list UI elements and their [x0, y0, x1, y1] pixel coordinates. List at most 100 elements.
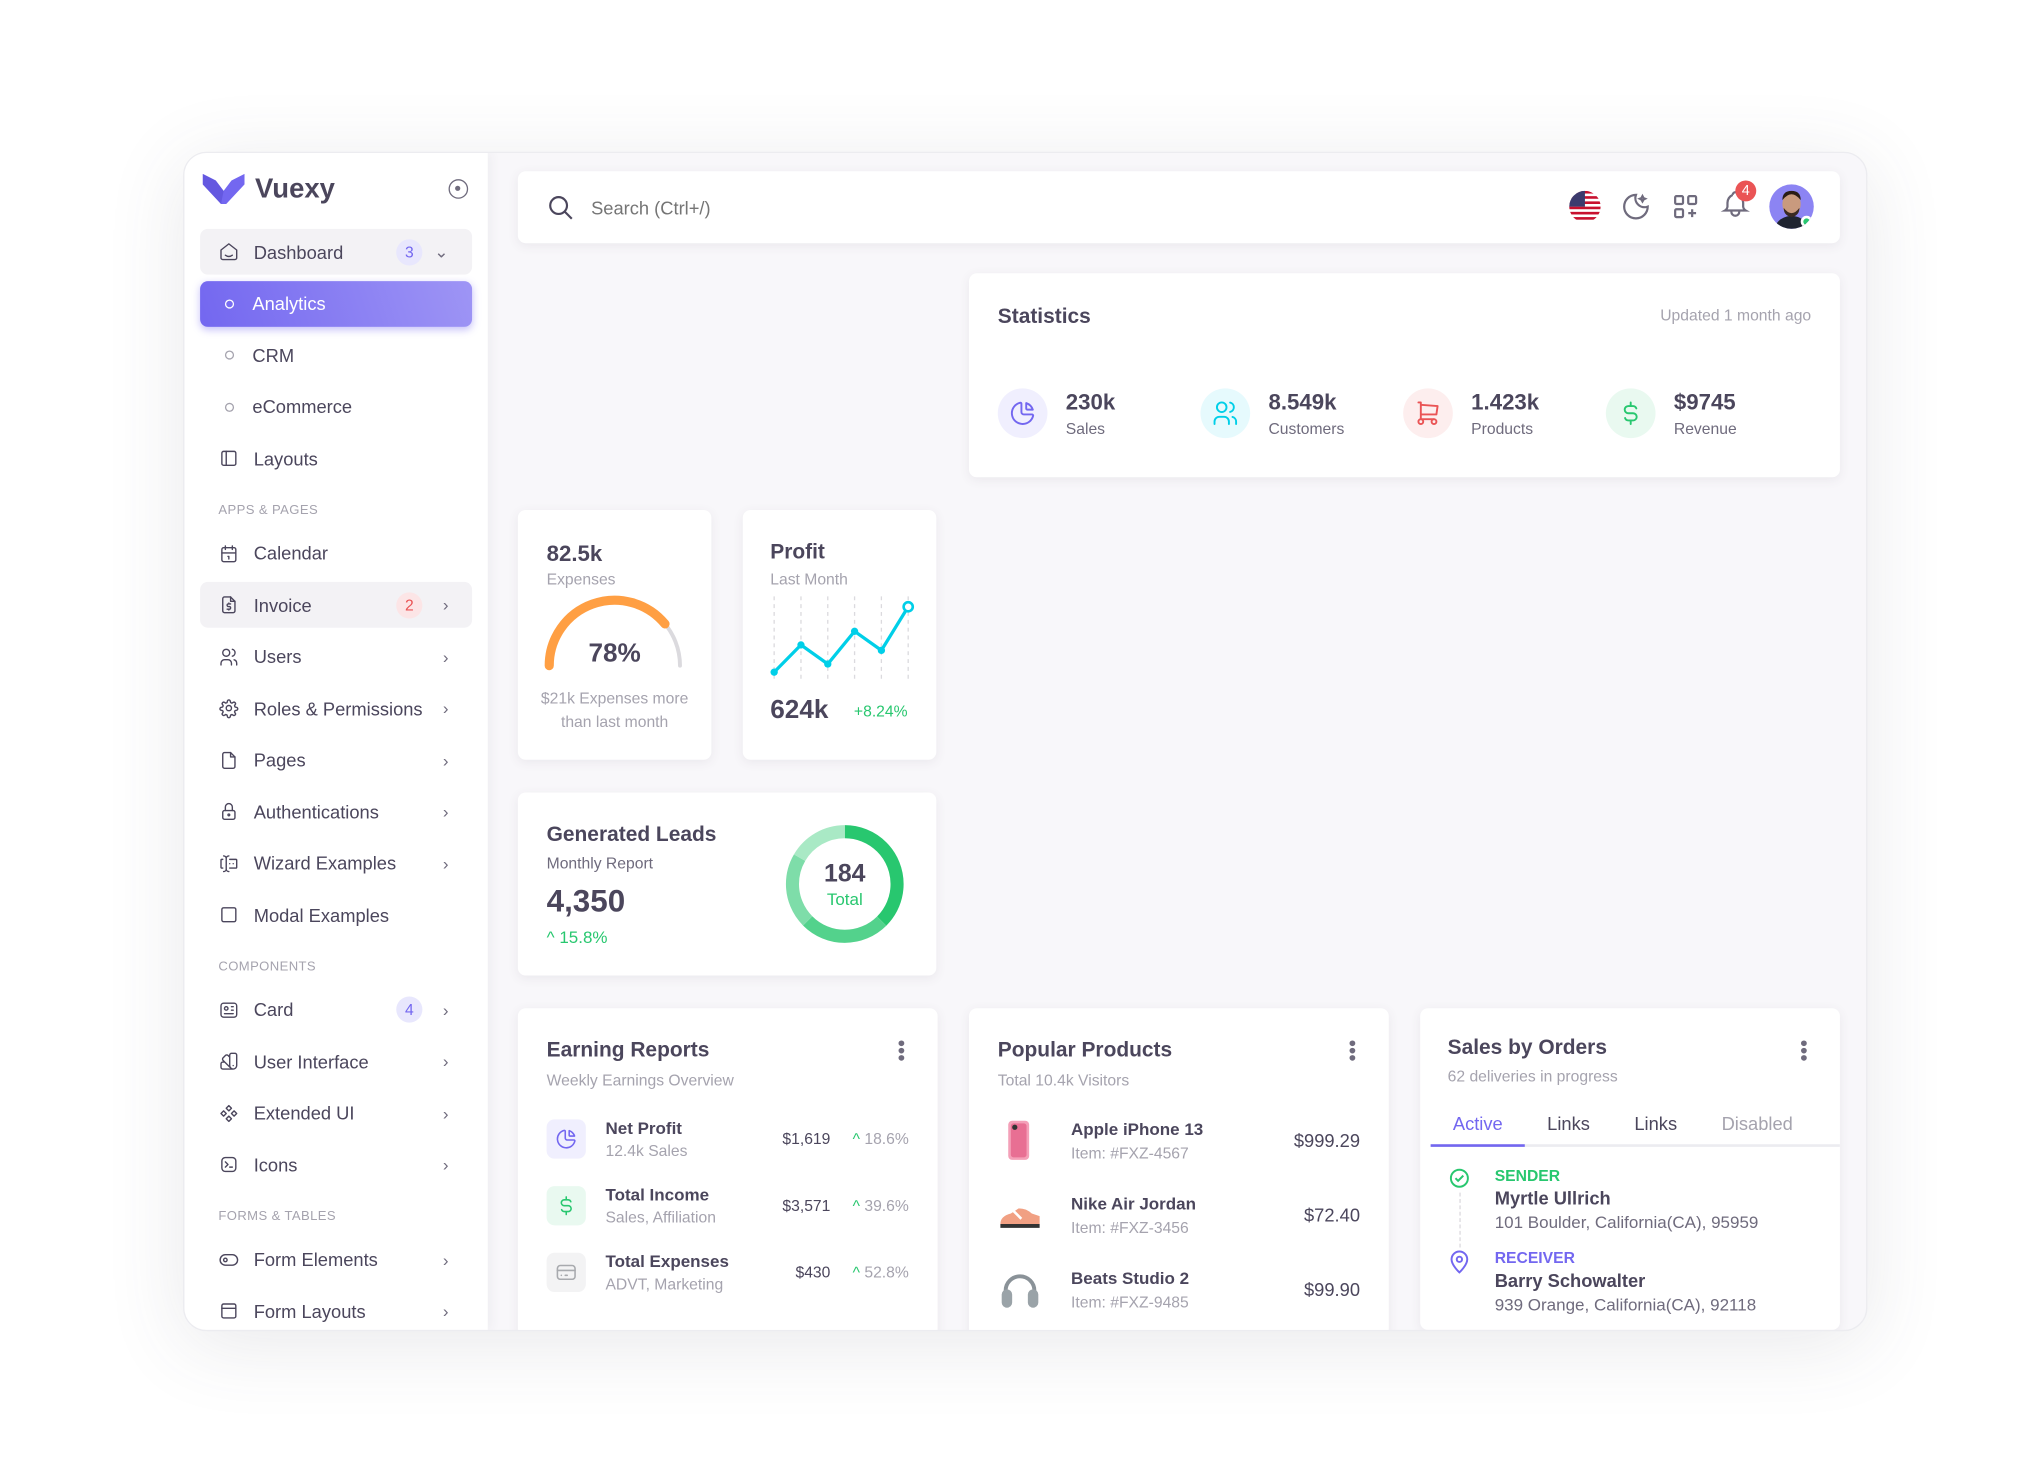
circle-check-icon [1449, 1168, 1469, 1188]
section-header: COMPONENTS [218, 959, 317, 974]
layout-sidebar-icon [221, 450, 237, 467]
sidebar-item-icons[interactable]: Icons › [200, 1142, 472, 1188]
sidebar-item-modal-examples[interactable]: Modal Examples [200, 892, 472, 938]
sidebar-item-label: Extended UI [253, 1102, 355, 1124]
donut-total-value: 184 [824, 860, 866, 888]
profit-sparkline [770, 596, 915, 683]
sidebar-item-form-elements[interactable]: Form Elements › [200, 1236, 472, 1282]
chevron-right-icon: › [442, 749, 449, 770]
product-row[interactable]: Nike Air Jordan Item: #FXZ-3456 $72.40 [998, 1193, 1360, 1237]
sidebar-item-label: Layouts [253, 447, 318, 469]
sidebar-item-analytics[interactable]: Analytics [200, 280, 473, 327]
sidebar-item-layouts[interactable]: Layouts [200, 435, 472, 481]
profit-title: Profit [770, 541, 825, 564]
section-header: FORMS & TABLES [218, 1208, 337, 1224]
sidebar-item-user-interface[interactable]: User Interface › [200, 1038, 472, 1084]
sidebar-item-ecommerce[interactable]: eCommerce [200, 384, 472, 430]
sidebar-item-dashboard[interactable]: Dashboard 3 ⌄ [200, 228, 473, 275]
sidebar-item-label: User Interface [253, 1050, 369, 1072]
product-item-code: Item: #FXZ-3456 [1071, 1218, 1189, 1237]
stat-value: 1.423k [1471, 389, 1540, 414]
stat-label: Sales [1065, 419, 1106, 438]
search-icon[interactable] [547, 193, 576, 222]
avatar[interactable] [1769, 184, 1814, 229]
sender-label: SENDER [1494, 1166, 1561, 1185]
sidebar-item-label: Invoice [253, 594, 312, 616]
sidebar-item-extended-ui[interactable]: Extended UI › [200, 1090, 472, 1136]
earning-amount: $3,571 [782, 1196, 831, 1215]
leads-change-value: 15.8% [559, 927, 608, 947]
chevron-right-icon: › [442, 1301, 449, 1321]
sidebar-item-label: CRM [252, 344, 295, 366]
sender-name: Myrtle Ullrich [1494, 1187, 1611, 1209]
sidebar-item-authentications[interactable]: Authentications › [200, 789, 472, 835]
search-input[interactable] [591, 196, 1115, 218]
sidebar-item-label: Calendar [253, 542, 329, 564]
popular-products-card: Popular Products Total 10.4k Visitors ••… [969, 1008, 1389, 1330]
stat-label: Customers [1268, 419, 1345, 438]
chevron-right-icon: › [442, 999, 449, 1020]
tab-active[interactable]: Active [1430, 1100, 1525, 1147]
earnings-title: Earning Reports [546, 1039, 710, 1062]
stat-icon-circle [1403, 388, 1453, 439]
circle-icon [224, 298, 235, 308]
tab-disabled: Disabled [1721, 1112, 1793, 1134]
earning-row: Total Expenses ADVT, Marketing $430 ^ 52.8% [546, 1251, 909, 1294]
more-options-icon[interactable]: ••• [1791, 1039, 1814, 1062]
notifications-button[interactable]: 4 [1720, 179, 1757, 226]
app-window: Vuexy Dashboard 3 ⌄ Analytics CRM eCommerce La… [183, 151, 1868, 1332]
us-flag-icon[interactable] [1568, 190, 1602, 224]
sidebar-item-form-layouts[interactable]: Form Layouts › [200, 1288, 472, 1330]
leads-value: 4,350 [546, 884, 626, 920]
sidebar-item-card[interactable]: Card 4 › [200, 987, 472, 1033]
product-name: Beats Studio 2 [1071, 1267, 1190, 1288]
sidebar-item-calendar[interactable]: Calendar [200, 530, 472, 576]
popular-subtitle: Total 10.4k Visitors [997, 1071, 1130, 1090]
product-price: $999.29 [1293, 1129, 1361, 1151]
donut-total-label: Total [826, 889, 863, 909]
profit-change: +8.24% [853, 702, 908, 721]
users-icon [220, 647, 238, 666]
circle-icon [224, 350, 235, 360]
tab-links[interactable]: Links [1547, 1112, 1590, 1134]
count-badge: 2 [396, 591, 423, 618]
tab-links-2[interactable]: Links [1634, 1112, 1678, 1134]
more-options-icon[interactable]: ••• [1340, 1039, 1363, 1062]
donut-segment [785, 825, 904, 943]
sidebar-item-wizard-examples[interactable]: Wizard Examples › [200, 840, 472, 886]
chart-pie-icon [556, 1129, 576, 1149]
grid-add-icon[interactable] [1670, 191, 1701, 222]
stat-label: Products [1471, 419, 1534, 438]
sidebar-item-crm[interactable]: CRM [200, 332, 472, 378]
sparkline-point [877, 646, 886, 655]
profit-card: Profit Last Month 624k +8.24% [742, 510, 937, 760]
chevron-right-icon: › [442, 1154, 449, 1175]
logo[interactable]: Vuexy [202, 173, 335, 205]
earning-subtitle: ADVT, Marketing [605, 1275, 724, 1294]
earning-change-value: 52.8% [864, 1263, 909, 1282]
product-row[interactable]: Beats Studio 2 Item: #FXZ-9485 $99.90 [998, 1267, 1360, 1311]
earning-change: ^ 18.6% [849, 1130, 909, 1148]
stat-icon-circle [1605, 388, 1656, 439]
sidebar-item-pages[interactable]: Pages › [200, 737, 472, 783]
calendar-icon [221, 544, 237, 562]
moon-stars-icon[interactable] [1620, 191, 1651, 222]
sidebar-item-roles-permissions[interactable]: Roles & Permissions › [200, 685, 472, 731]
layout-navbar-icon [221, 1303, 237, 1319]
headphones-image [1001, 1274, 1039, 1308]
chevron-right-icon: › [442, 698, 449, 718]
product-price: $72.40 [1304, 1204, 1361, 1226]
sidebar-item-invoice[interactable]: Invoice 2 › [200, 581, 473, 628]
orders-subtitle: 62 deliveries in progress [1447, 1067, 1618, 1086]
sidebar-pin-toggle[interactable] [448, 179, 469, 199]
more-options-icon[interactable]: ••• [889, 1039, 912, 1062]
product-price: $99.90 [1304, 1278, 1361, 1300]
file-dollar-icon [222, 596, 236, 614]
product-row[interactable]: Apple iPhone 13 Item: #FXZ-4567 $999.29 [998, 1118, 1360, 1162]
shopping-cart-icon [1417, 401, 1439, 425]
sidebar-item-users[interactable]: Users › [200, 634, 472, 680]
timeline-line [1458, 1192, 1461, 1248]
earning-row: Net Profit 12.4k Sales $1,619 ^ 18.6% [546, 1118, 909, 1160]
sales-by-orders-card: Sales by Orders 62 deliveries in progres… [1420, 1008, 1840, 1330]
file-icon [222, 751, 236, 769]
